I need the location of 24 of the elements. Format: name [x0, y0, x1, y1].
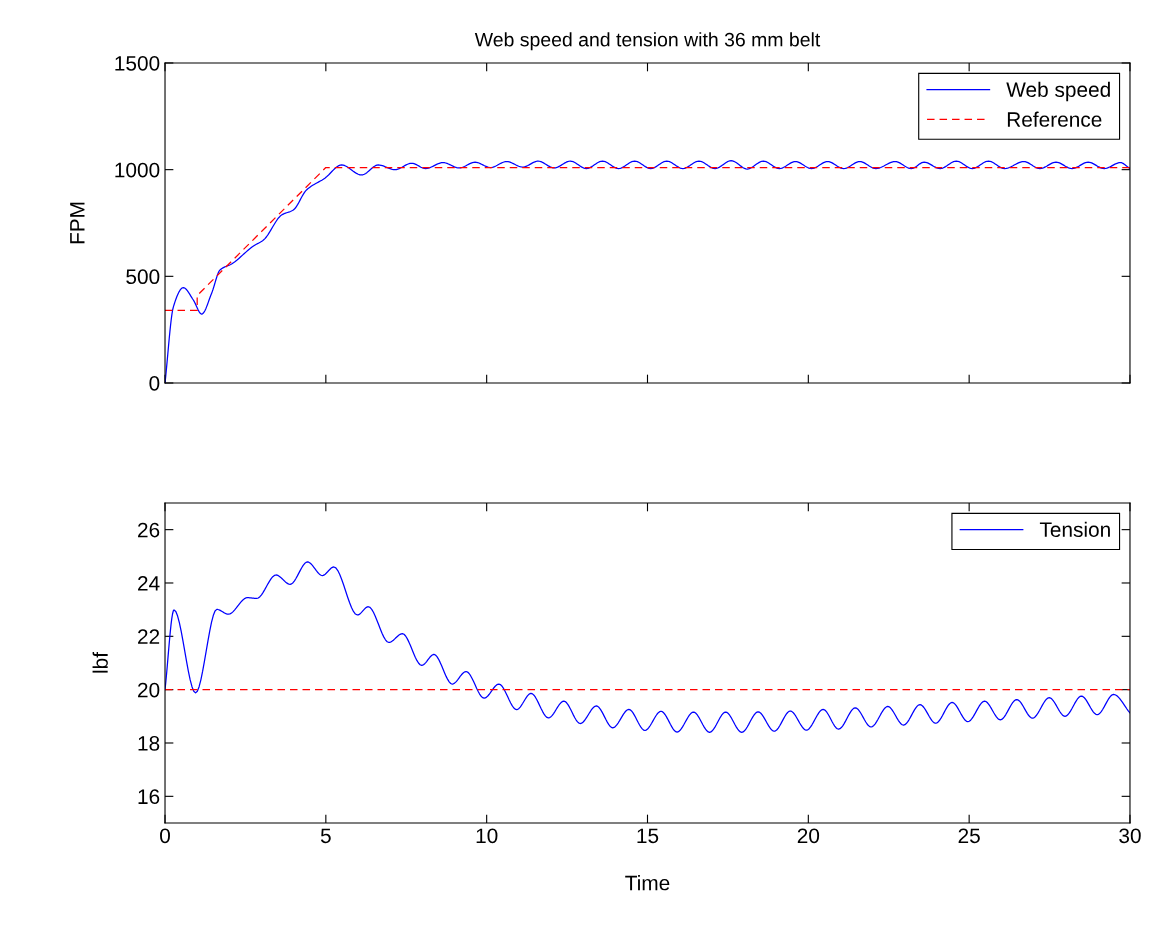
x-tick-label: 10: [476, 828, 498, 844]
y-tick-label: 500: [126, 269, 160, 285]
x-tick-label: 25: [958, 828, 980, 844]
x-axis-title: Time: [625, 875, 670, 891]
y-tick-label: 1000: [115, 162, 160, 178]
y-tick-label: 1500: [115, 55, 160, 71]
y-tick-label: 20: [138, 682, 160, 698]
y-tick-label: 16: [138, 789, 160, 805]
y-tick-label: 18: [138, 736, 160, 751]
legend-label: Web speed: [1006, 81, 1110, 102]
y-axis-title: FPM: [70, 202, 85, 244]
legend-label: Reference: [1007, 111, 1102, 127]
x-tick-label: 20: [797, 828, 820, 844]
x-tick-label: 15: [637, 828, 659, 844]
y-tick-label: 26: [138, 522, 160, 538]
x-tick-label: 30: [1119, 828, 1141, 844]
chart-title: Web speed and tension with 36 mm belt: [474, 32, 821, 51]
y-tick-label: 22: [138, 629, 160, 644]
x-tick-label: 5: [320, 828, 331, 844]
y-tick-label: 24: [138, 575, 160, 591]
x-tick-label: 0: [160, 828, 170, 844]
legend-label: Tension: [1039, 521, 1110, 538]
y-axis-title: lbf: [92, 651, 108, 673]
y-tick-label: 0: [149, 376, 160, 391]
